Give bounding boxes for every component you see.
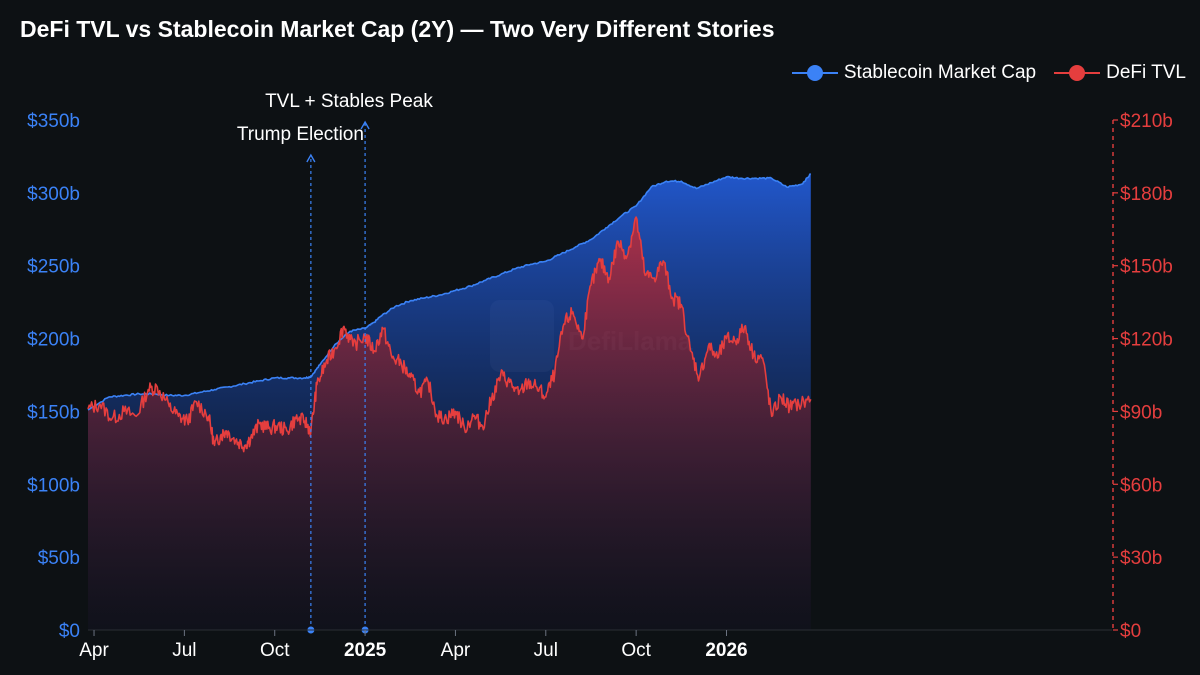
y-left-tick-label: $50b — [38, 548, 80, 569]
y-right-tick-label: $90b — [1120, 402, 1162, 423]
x-tick-label: Apr — [79, 640, 109, 661]
legend-swatch-stablecoin — [791, 65, 838, 81]
legend-item-stablecoin[interactable]: Stablecoin Market Cap — [791, 62, 1037, 84]
y-right-tick-label: $180b — [1120, 184, 1173, 205]
legend-item-defi-tvl[interactable]: DeFi TVL — [1054, 62, 1186, 84]
y-right-tick-label: $210b — [1120, 111, 1173, 132]
line-defi-tvl — [87, 216, 812, 453]
legend-label-defi-tvl: DeFi TVL — [1106, 62, 1186, 83]
x-tick-label: 2026 — [705, 640, 747, 661]
x-tick-label: Apr — [441, 640, 471, 661]
legend-label-stablecoin: Stablecoin Market Cap — [843, 62, 1037, 83]
y-left-tick-label: $200b — [27, 330, 80, 351]
x-tick-label: Oct — [260, 640, 290, 661]
annotation-tvl-stables-peak-arrow-icon — [360, 120, 370, 130]
y-left-tick-label: $350b — [27, 111, 80, 132]
y-right-tick-label: $150b — [1120, 257, 1173, 278]
annotation-tvl-stables-peak-label: TVL + Stables Peak — [265, 91, 433, 112]
y-right-tick-label: $0 — [1120, 621, 1141, 642]
x-tick-label: Jul — [172, 640, 196, 661]
y-right-tick-label: $120b — [1120, 330, 1173, 351]
annotation-trump-election-arrow-icon — [306, 153, 316, 163]
y-right-tick-label: $30b — [1120, 548, 1162, 569]
chart-title: DeFi TVL vs Stablecoin Market Cap (2Y) —… — [20, 16, 775, 42]
y-left-tick-label: $300b — [27, 184, 80, 205]
y-right-tick-label: $60b — [1120, 475, 1162, 496]
x-tick-label: Oct — [621, 640, 651, 661]
y-left-tick-label: $0 — [59, 621, 80, 642]
line-stablecoin — [87, 173, 811, 411]
legend: Stablecoin Market Cap DeFi TVL — [774, 62, 1186, 84]
x-tick-label: 2025 — [344, 640, 387, 661]
legend-swatch-defi-tvl — [1054, 65, 1101, 81]
x-tick-label: Jul — [534, 640, 558, 661]
y-left-tick-label: $150b — [27, 402, 80, 423]
y-left-tick-label: $100b — [27, 475, 80, 496]
y-left-tick-label: $250b — [27, 257, 80, 278]
annotation-trump-election-label: Trump Election — [237, 124, 364, 145]
area-defi-tvl — [88, 217, 811, 630]
